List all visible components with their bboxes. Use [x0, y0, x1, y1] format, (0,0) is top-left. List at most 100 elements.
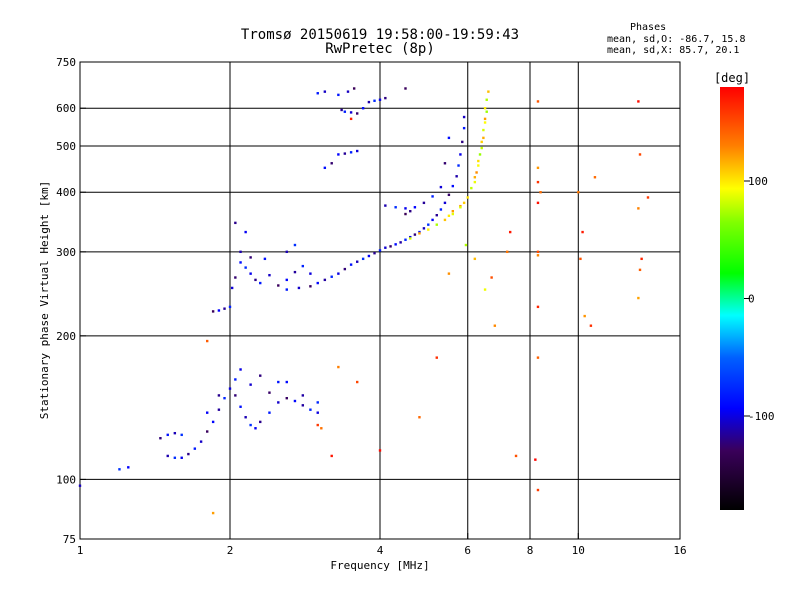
data-point [447, 136, 451, 140]
data-point [413, 233, 417, 236]
data-point [346, 90, 350, 93]
data-point [378, 98, 382, 101]
data-point [249, 256, 252, 259]
data-point [480, 140, 483, 144]
y-tick-label: 400 [56, 186, 76, 199]
data-point [211, 420, 215, 424]
data-point [337, 153, 340, 156]
data-point [228, 305, 232, 309]
data-point [646, 196, 650, 199]
data-point [637, 296, 640, 300]
y-tick-label: 750 [56, 56, 76, 69]
data-point [234, 276, 237, 279]
data-point [323, 166, 327, 170]
data-point [470, 186, 473, 190]
data-point [461, 140, 464, 144]
data-point [508, 230, 512, 234]
data-point [443, 201, 447, 205]
data-point [404, 238, 407, 241]
data-point [431, 195, 434, 198]
data-point [487, 90, 490, 93]
data-point [285, 250, 288, 254]
phases-label: Phases [630, 22, 667, 33]
y-tick-label: 100 [56, 473, 76, 486]
data-point [285, 288, 288, 291]
data-point [268, 391, 271, 394]
data-point [277, 380, 280, 384]
data-point [199, 440, 203, 443]
data-point [451, 212, 455, 216]
data-point [536, 254, 540, 257]
data-point [404, 212, 407, 216]
data-point [447, 193, 451, 197]
y-tick-label: 75 [63, 533, 76, 546]
data-point [259, 420, 262, 424]
data-point [249, 272, 252, 275]
data-point [343, 267, 347, 271]
data-point [418, 416, 421, 419]
data-point [323, 278, 327, 282]
data-point [239, 405, 242, 408]
data-point [223, 396, 226, 400]
data-point [217, 394, 221, 397]
data-point [462, 115, 466, 119]
data-point [413, 206, 417, 209]
colorbar-unit: [deg] [714, 71, 750, 85]
data-point [239, 261, 242, 264]
data-point [352, 87, 356, 90]
data-point [301, 264, 305, 268]
data-point [418, 232, 421, 235]
data-point [483, 107, 487, 110]
data-point [337, 365, 340, 369]
x-tick-label: 16 [673, 544, 686, 557]
data-point [349, 117, 353, 121]
data-point [409, 237, 412, 240]
data-point [473, 257, 477, 261]
data-point [404, 207, 407, 210]
data-point [340, 108, 343, 112]
data-point [534, 458, 537, 461]
data-point [309, 285, 312, 288]
data-point [536, 166, 540, 170]
data-point [78, 484, 82, 487]
data-point [593, 176, 597, 179]
data-point [211, 310, 215, 313]
data-point [439, 208, 443, 211]
data-point [473, 176, 477, 179]
data-point [536, 201, 540, 205]
data-point [337, 272, 340, 275]
y-axis-label: Stationary phase Virtual Height [km] [38, 181, 51, 419]
y-tick-label: 200 [56, 330, 76, 343]
data-point [249, 383, 252, 386]
data-point [378, 449, 382, 452]
data-point [217, 309, 221, 312]
data-point [399, 241, 402, 244]
data-point [384, 96, 387, 100]
colorbar-tick-label: 100 [748, 175, 768, 188]
data-point [384, 246, 387, 249]
data-point [490, 276, 493, 279]
data-point [404, 87, 407, 90]
data-point [118, 468, 121, 471]
colorbar-ticks: 100 0 -100 [744, 175, 775, 423]
axis-ticks [79, 61, 681, 540]
data-point [583, 314, 586, 318]
data-point [268, 411, 271, 414]
data-point [205, 411, 209, 414]
data-point [244, 416, 247, 419]
data-point [285, 278, 288, 282]
data-point [244, 230, 247, 234]
data-point [330, 162, 333, 165]
data-point [323, 90, 327, 93]
data-point [435, 356, 438, 359]
data-point [536, 488, 540, 492]
data-point [427, 228, 430, 231]
data-point [173, 431, 177, 435]
data-point [480, 146, 483, 150]
data-point [493, 324, 497, 327]
colorbar-tick-label: -100 [748, 410, 775, 423]
data-point [378, 249, 382, 252]
data-point [482, 136, 485, 140]
data-point [475, 171, 478, 174]
data-point [462, 201, 466, 205]
